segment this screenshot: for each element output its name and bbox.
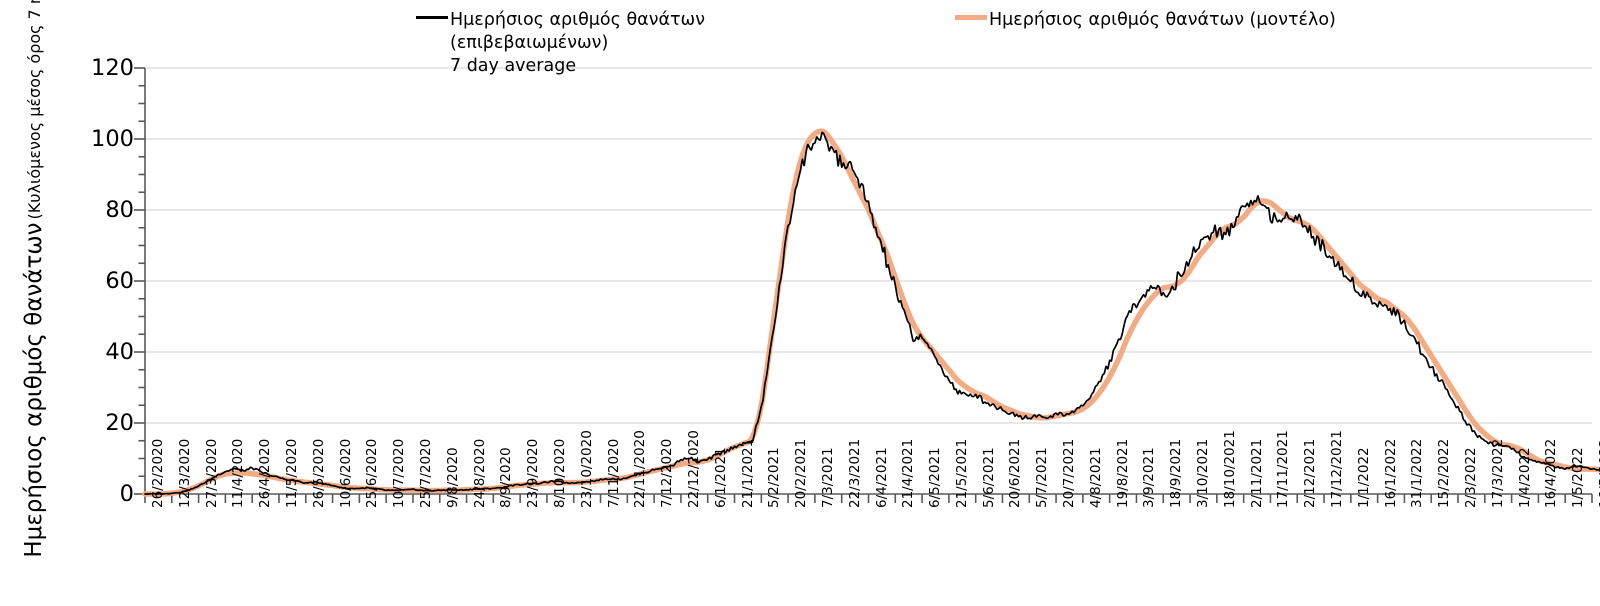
y-tick-label: 0: [119, 481, 134, 507]
y-tick-label: 120: [91, 55, 134, 81]
y-tick-label-group: 0 20 40 60 80 100 120: [74, 0, 134, 606]
series-line-model: [142, 128, 1600, 497]
y-axis-ticks: [134, 67, 145, 495]
y-tick-label: 40: [105, 339, 134, 365]
y-tick-label: 80: [105, 197, 134, 223]
y-tick-label: 100: [91, 126, 134, 152]
series-line-observed: [144, 131, 1600, 495]
gridlines: [145, 67, 1592, 424]
y-tick-label: 60: [105, 268, 134, 294]
x-axis-ticks: [144, 494, 1593, 503]
y-tick-label: 20: [105, 410, 134, 436]
